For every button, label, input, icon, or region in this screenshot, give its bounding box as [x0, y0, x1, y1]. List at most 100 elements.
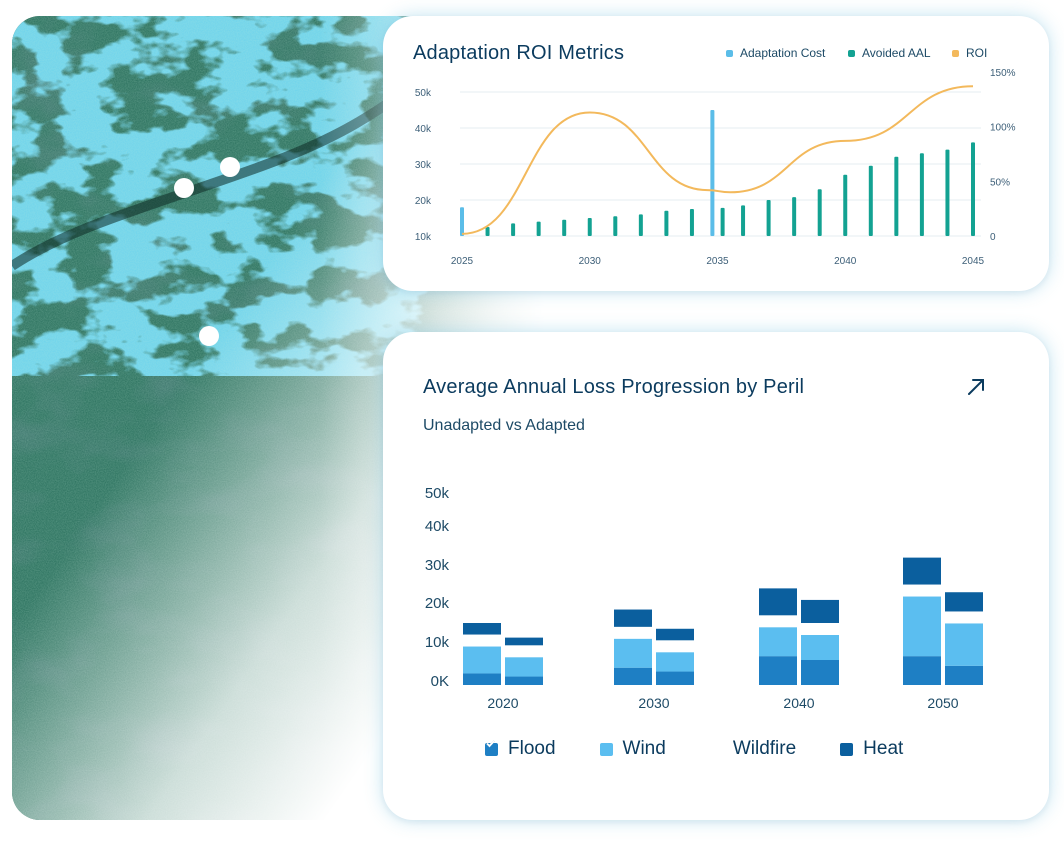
bar: [741, 205, 746, 236]
bar: [587, 218, 592, 236]
bar-segment-heat: [903, 557, 941, 585]
legend-toggle-wind[interactable]: Wind: [486, 738, 666, 760]
bar-segment-heat: [945, 592, 983, 612]
legend-label: Heat: [863, 738, 904, 759]
y-tick-label: 40k: [415, 124, 432, 135]
roi-chart: 10k 20k 30k 40k 50k 0 50% 100% 150% 2025 2030 2035 2…: [415, 68, 1016, 267]
aal-chart-subtitle: Unadapted vs Adapted: [423, 417, 585, 434]
legend-label: Wildfire: [732, 738, 797, 759]
bar-segment-wind: [945, 623, 983, 666]
legend-label: Flood: [508, 738, 556, 759]
checkbox-icon: [486, 740, 854, 756]
bar: [613, 216, 618, 236]
bar-segment-wind: [463, 646, 501, 674]
map-marker[interactable]: [174, 178, 194, 198]
y2-tick-label: 150%: [990, 68, 1016, 79]
legend-swatch: [952, 49, 959, 57]
bar: [945, 149, 950, 236]
bar-segment-wind: [903, 596, 941, 657]
bar-segment-flood: [903, 656, 941, 685]
bar: [638, 214, 643, 236]
bar-segment-flood: [463, 673, 501, 685]
bar: [689, 209, 694, 236]
legend-label: ROI: [966, 46, 988, 60]
y2-tick-label: 50%: [990, 177, 1010, 188]
bar: [720, 207, 725, 236]
checkbox-icon: [486, 740, 613, 756]
bar-segment-heat: [463, 623, 501, 635]
legend-toggle-heat[interactable]: Heat: [486, 738, 904, 760]
bar: [485, 227, 490, 236]
x-tick-label: 2020: [487, 695, 518, 711]
y-tick-label: 10k: [415, 232, 432, 243]
x-tick-label: 2030: [579, 256, 602, 267]
map-marker[interactable]: [220, 157, 240, 177]
y-tick-label: 20k: [425, 595, 450, 612]
legend-item-adaptation-cost[interactable]: Adaptation Cost: [726, 46, 825, 60]
y-tick-label: 50k: [415, 88, 432, 99]
roi-chart-title: Adaptation ROI Metrics: [413, 42, 625, 64]
bar: [766, 200, 771, 236]
bar: [562, 219, 567, 236]
y-tick-label: 30k: [415, 160, 432, 171]
x-tick-label: 2025: [451, 256, 474, 267]
bar-segment-wind: [801, 635, 839, 660]
aal-progression-card: Average Annual Loss Progression by Peril…: [383, 332, 1049, 820]
bar-segment-flood: [759, 656, 797, 685]
bar: [792, 197, 797, 236]
aal-chart-title: Average Annual Loss Progression by Peril: [423, 376, 805, 398]
bar-segment-flood: [614, 667, 652, 685]
y-tick-label: 40k: [425, 518, 450, 535]
bar: [710, 110, 715, 236]
legend-label: Avoided AAL: [862, 46, 931, 60]
map-marker[interactable]: [199, 326, 219, 346]
y-tick-label: 50k: [425, 485, 450, 502]
bar: [894, 156, 899, 236]
roi-line: [461, 85, 974, 235]
x-tick-label: 2050: [927, 695, 958, 711]
y-tick-label: 30k: [425, 557, 450, 574]
bar-segment-wind: [614, 638, 652, 668]
bar-segment-flood: [801, 660, 839, 685]
legend-item-avoided-aal[interactable]: Avoided AAL: [848, 46, 931, 60]
bar-segment-wind: [505, 657, 543, 677]
x-tick-label: 2040: [783, 695, 814, 711]
bar-segment-flood: [505, 676, 543, 685]
x-tick-label: 2035: [706, 256, 729, 267]
bar-segment-flood: [656, 671, 694, 685]
check-icon: [486, 740, 723, 756]
bar: [536, 221, 541, 236]
bar-segment-wind: [759, 627, 797, 657]
roi-metrics-card: Adaptation ROI Metrics Adaptation Cost A…: [383, 16, 1049, 291]
bar: [971, 142, 975, 236]
y-tick-label: 0K: [431, 673, 449, 690]
x-tick-label: 2030: [638, 695, 669, 711]
legend-swatch: [726, 49, 733, 57]
y-tick-label: 20k: [415, 196, 432, 207]
bar: [664, 210, 669, 236]
bar-segment-heat: [614, 609, 652, 627]
bar: [868, 165, 873, 236]
bar: [919, 153, 924, 236]
x-tick-label: 2045: [962, 256, 985, 267]
y2-tick-label: 0: [990, 232, 996, 243]
legend-label: Adaptation Cost: [740, 46, 826, 60]
bar-segment-heat: [759, 588, 797, 616]
y-tick-label: 10k: [425, 634, 450, 651]
legend-label: Wind: [622, 738, 666, 759]
aal-chart: 0K 10k 20k 30k 40k 50k 2020 2030 2040 2050: [425, 485, 983, 711]
bar-segment-heat: [505, 637, 543, 646]
arrow-up-right-icon[interactable]: [965, 376, 987, 398]
y2-tick-label: 100%: [990, 123, 1016, 134]
aal-legend: Flood Wind Wildfire Heat: [485, 738, 947, 760]
bar: [511, 223, 516, 236]
bar-segment-heat: [656, 628, 694, 641]
bar: [817, 189, 822, 236]
x-tick-label: 2040: [834, 256, 857, 267]
bar-segment-wind: [656, 652, 694, 672]
bar-segment-heat: [801, 599, 839, 623]
legend-item-roi[interactable]: ROI: [952, 46, 987, 60]
bar: [460, 207, 464, 236]
legend-toggle-wildfire[interactable]: Wildfire: [486, 738, 797, 760]
legend-swatch: [848, 49, 855, 57]
